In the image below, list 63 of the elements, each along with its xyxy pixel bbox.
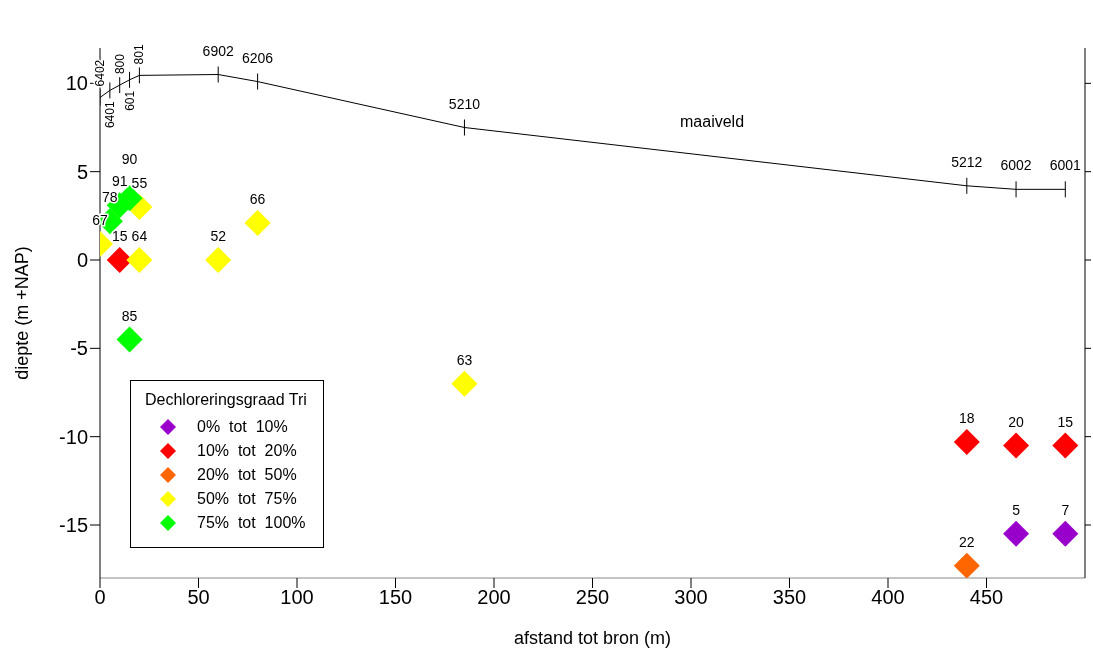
x-tick-label: 300 <box>674 586 708 609</box>
x-axis-title: afstand tot bron (m) <box>513 628 672 648</box>
annotation: 6402 <box>93 59 107 87</box>
point <box>1003 432 1030 459</box>
annotation: 800 <box>112 53 127 75</box>
x-tick-label: 50 <box>187 586 210 609</box>
x-tick-label: 450 <box>969 586 1004 609</box>
annotation: 90 <box>121 151 138 168</box>
x-tick-label: 150 <box>378 586 413 609</box>
x-tick-label: 0 <box>94 586 106 609</box>
annotation: 601 <box>122 90 137 111</box>
annotation: 18 <box>959 409 975 426</box>
point <box>244 209 271 236</box>
legend-label: 10% tot 20% <box>197 442 297 460</box>
point <box>1052 520 1079 547</box>
annotation: 6902 <box>202 42 234 59</box>
annotation: 15 <box>111 228 128 244</box>
annotation: 20 <box>1008 413 1025 430</box>
annotation: 5212 <box>951 153 983 170</box>
annotation: 7 <box>1061 501 1070 518</box>
x-tick-label: 100 <box>280 586 314 609</box>
annotation: 6002 <box>1000 157 1032 174</box>
annotation: 6206 <box>242 49 274 66</box>
x-tick-label: 200 <box>477 586 511 609</box>
annotation: 55 <box>131 175 148 191</box>
annotation: 22 <box>959 533 975 550</box>
annotation: 5 <box>1012 501 1021 518</box>
annotation: maaiveld <box>680 113 745 131</box>
y-tick-label: 10 <box>65 72 88 95</box>
point <box>205 247 232 273</box>
y-tick-label: -5 <box>70 337 88 360</box>
annotation: 801 <box>132 44 147 65</box>
point <box>1052 432 1079 459</box>
legend-label: 20% tot 50% <box>197 466 297 484</box>
annotation: 5210 <box>448 95 481 112</box>
annotation: 63 <box>456 351 473 368</box>
y-tick-label: 5 <box>76 160 88 183</box>
x-tick-label: 250 <box>575 586 610 609</box>
point <box>126 247 153 273</box>
legend-label: 50% tot 75% <box>197 490 297 508</box>
annotation: 52 <box>210 228 227 244</box>
x-tick-label: 400 <box>871 586 905 609</box>
point <box>1003 520 1030 547</box>
annotation: 64 <box>131 228 148 244</box>
annotation: 85 <box>121 307 138 324</box>
point <box>953 552 980 578</box>
annotation: 6001 <box>1049 157 1082 174</box>
point <box>451 370 478 397</box>
legend-label: 75% tot 100% <box>197 514 306 532</box>
y-axis-title: diepte (m +NAP) <box>12 246 33 380</box>
annotation: 6401 <box>102 101 117 129</box>
annotation: 91 <box>111 173 128 190</box>
annotation: 78 <box>102 189 118 206</box>
x-tick-label: 350 <box>772 586 807 609</box>
y-tick-label: -10 <box>59 425 88 448</box>
legend-label: 0% tot 10% <box>197 418 288 436</box>
y-tick-label: -15 <box>59 514 88 537</box>
point <box>953 428 980 455</box>
annotation: 66 <box>249 190 266 207</box>
legend-title: Dechloreringsgraad Tri <box>145 391 307 409</box>
y-tick-label: 0 <box>76 249 88 272</box>
point <box>116 326 143 353</box>
annotation: 15 <box>1057 413 1074 430</box>
